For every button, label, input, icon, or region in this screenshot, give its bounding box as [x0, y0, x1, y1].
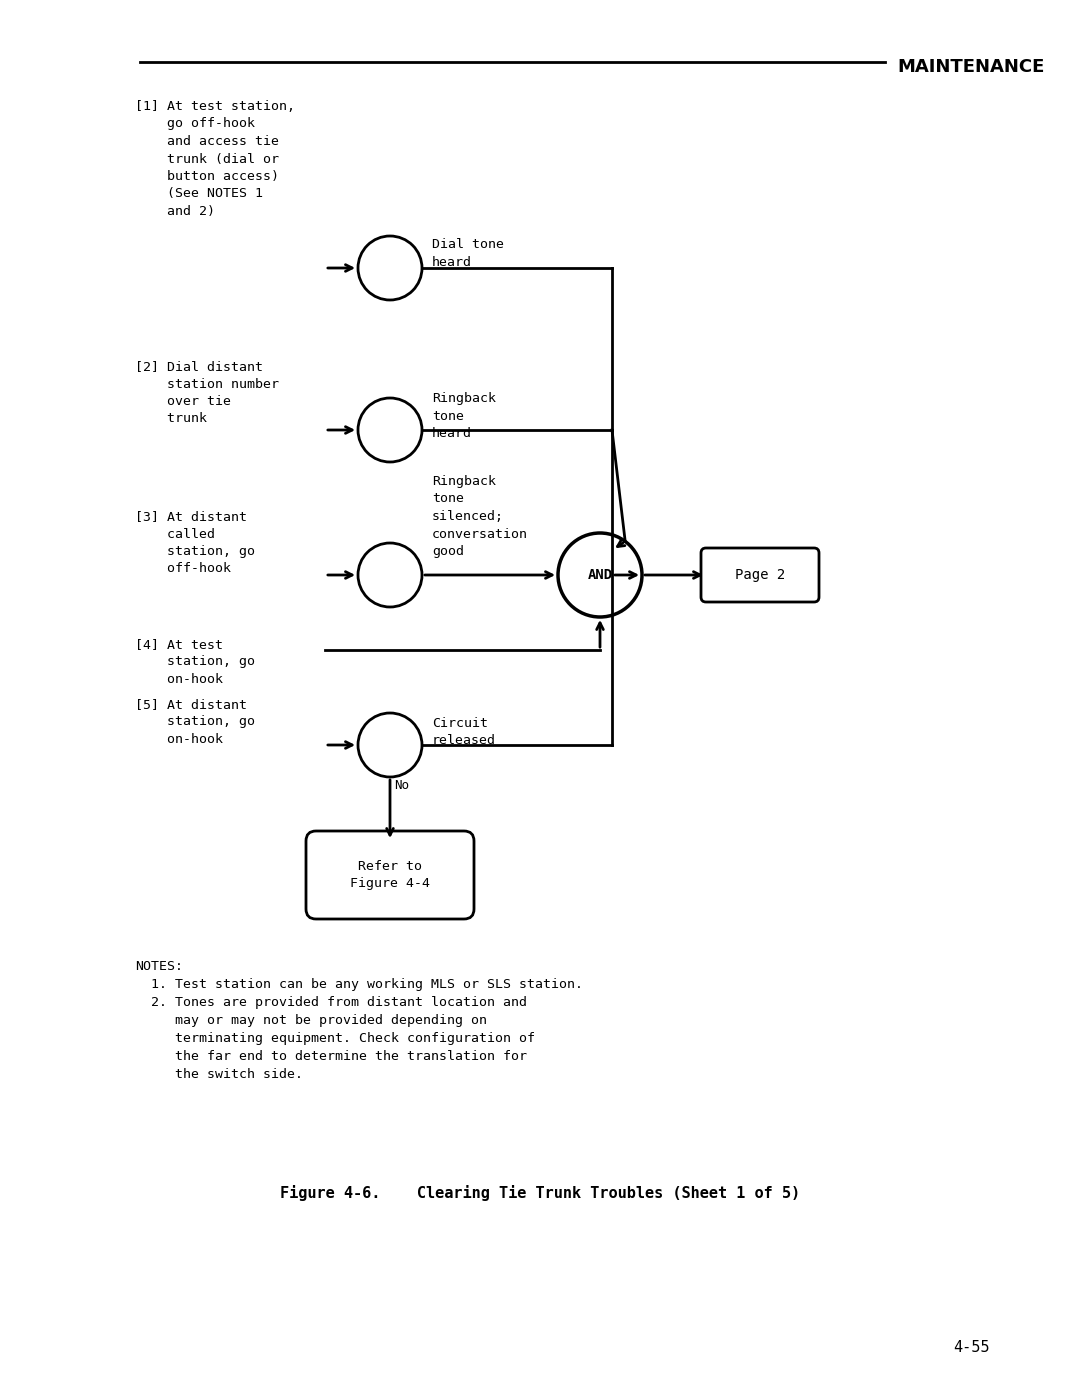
Text: NOTES:
  1. Test station can be any working MLS or SLS station.
  2. Tones are p: NOTES: 1. Test station can be any workin…: [135, 960, 583, 1081]
Text: MAINTENANCE: MAINTENANCE: [897, 58, 1045, 76]
Text: 4-55: 4-55: [954, 1340, 990, 1355]
Text: [5] At distant
    station, go
    on-hook: [5] At distant station, go on-hook: [135, 698, 255, 746]
Text: Refer to
Figure 4-4: Refer to Figure 4-4: [350, 859, 430, 891]
Text: Page 2: Page 2: [734, 569, 785, 582]
Text: Ringback
tone
heard: Ringback tone heard: [432, 392, 496, 441]
Text: AND: AND: [588, 569, 612, 582]
Text: Circuit
released: Circuit released: [432, 717, 496, 748]
Text: Figure 4-6.    Clearing Tie Trunk Troubles (Sheet 1 of 5): Figure 4-6. Clearing Tie Trunk Troubles …: [280, 1186, 800, 1201]
Text: [1] At test station,
    go off-hook
    and access tie
    trunk (dial or
    b: [1] At test station, go off-hook and acc…: [135, 100, 295, 218]
Text: No: No: [394, 778, 409, 792]
Text: [2] Dial distant
    station number
    over tie
    trunk: [2] Dial distant station number over tie…: [135, 360, 279, 425]
Text: [4] At test
    station, go
    on-hook: [4] At test station, go on-hook: [135, 638, 255, 687]
Text: [3] At distant
    called
    station, go
    off-hook: [3] At distant called station, go off-ho…: [135, 510, 255, 575]
Text: Ringback
tone
silenced;
conversation
good: Ringback tone silenced; conversation goo…: [432, 475, 528, 557]
Text: Dial tone
heard: Dial tone heard: [432, 238, 504, 268]
